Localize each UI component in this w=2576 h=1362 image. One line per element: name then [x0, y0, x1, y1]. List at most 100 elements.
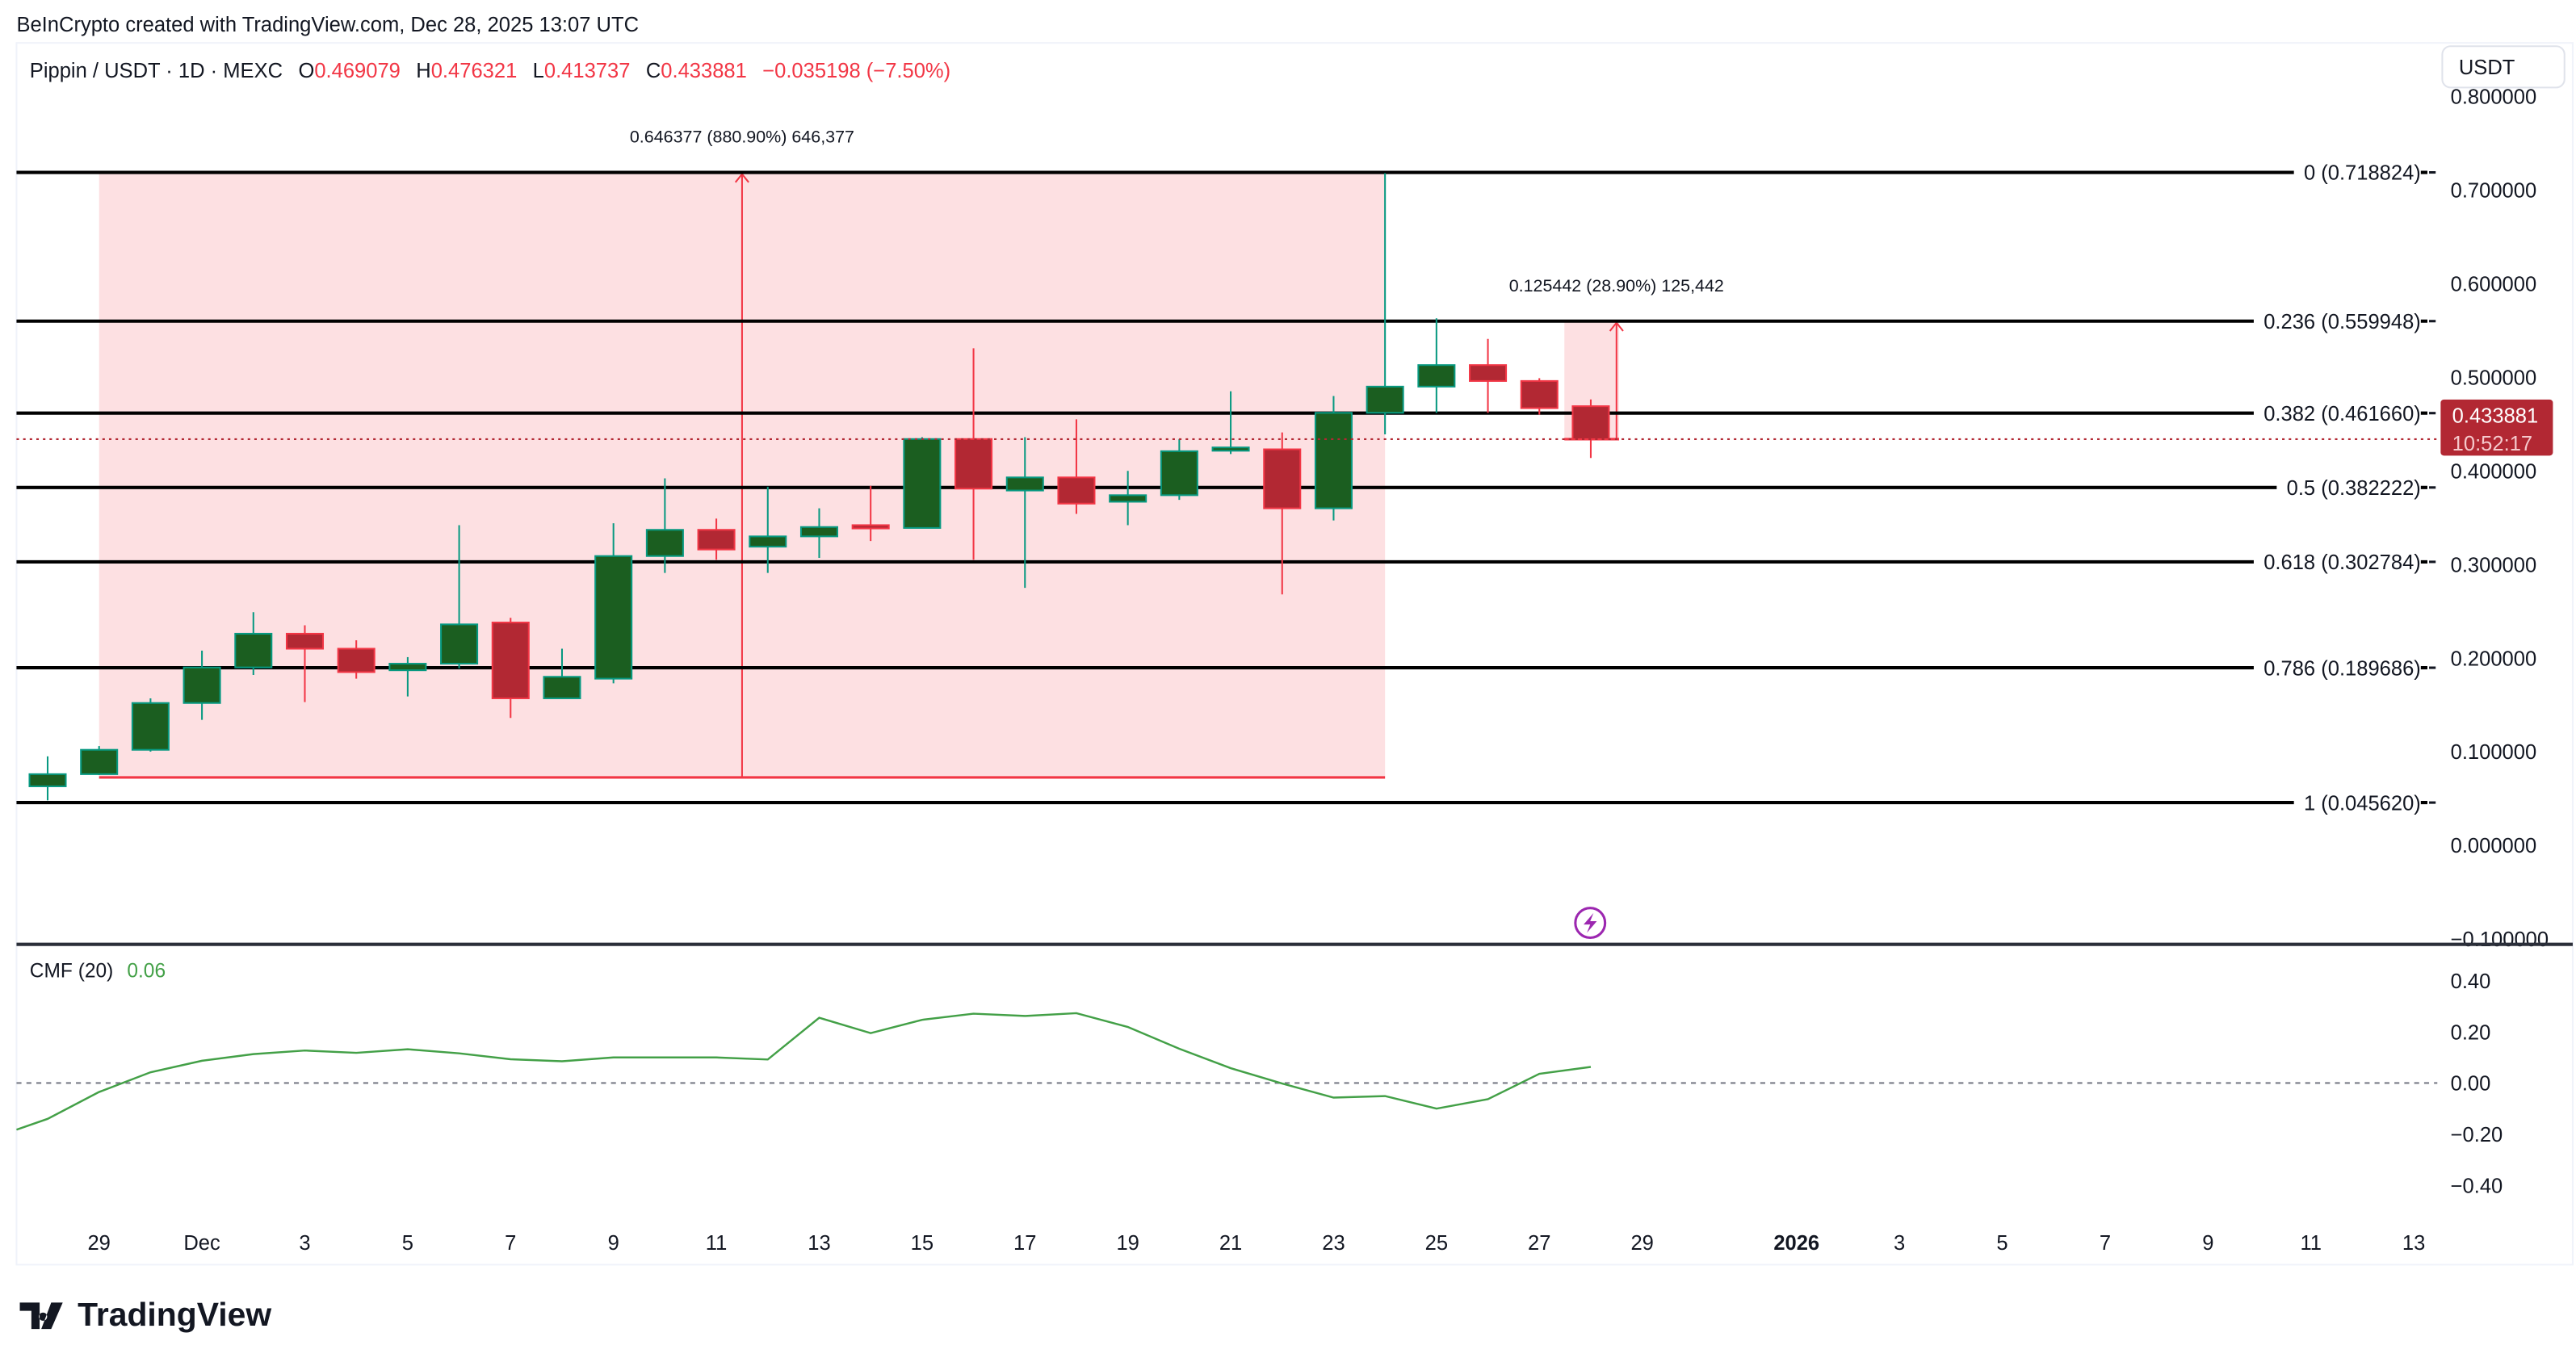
close-label: C: [646, 60, 661, 82]
time-tick-label: 15: [911, 1232, 933, 1255]
candle: [337, 640, 375, 679]
candle: [749, 486, 787, 573]
candle-body: [80, 748, 119, 775]
candle-body: [1211, 446, 1250, 452]
time-tick-label: 19: [1116, 1232, 1139, 1255]
candle: [645, 478, 684, 573]
fib-label-background: [2253, 556, 2421, 568]
price-axis[interactable]: 0.800000 0.700000 0.600000 0.500000 0.400000…: [2451, 86, 2549, 1198]
price-tick-label: 0.100000: [2451, 741, 2537, 764]
candle: [234, 612, 273, 675]
candle-body: [183, 666, 221, 704]
fib-level-label: 0.5 (0.382222): [2287, 477, 2421, 500]
candle: [954, 348, 993, 560]
candle: [1366, 173, 1404, 434]
candle: [388, 656, 427, 697]
candle: [697, 518, 736, 560]
fib-level-label: 0.236 (0.559948): [2263, 311, 2421, 333]
currency-button[interactable]: USDT: [2441, 45, 2566, 89]
tradingview-logo-icon: [19, 1302, 63, 1330]
price-tick-label: 0.000000: [2451, 835, 2537, 857]
time-tick-label: 27: [1528, 1232, 1550, 1255]
candle-body: [645, 529, 684, 557]
candle-body: [1571, 405, 1610, 440]
candle-body: [749, 535, 787, 548]
time-tick-label: Dec: [183, 1232, 220, 1255]
candle: [1571, 399, 1610, 459]
time-tick-label: 13: [2402, 1232, 2425, 1255]
cmf-line: [16, 1012, 1592, 1131]
candle-body: [1366, 385, 1404, 414]
candle-body: [285, 632, 325, 650]
open-label: O: [298, 60, 314, 82]
symbol-name: Pippin / USDT · 1D · MEXC: [30, 60, 283, 82]
price-tick-label: 0.500000: [2451, 367, 2537, 389]
open-value: 0.469079: [314, 60, 401, 82]
last-price-value: 0.433881: [2452, 404, 2539, 427]
candle: [28, 756, 67, 801]
time-tick-label: 17: [1013, 1232, 1036, 1255]
price-tick-label: 0.800000: [2451, 86, 2537, 109]
cmf-tick-label: 0.40: [2451, 970, 2491, 993]
arrow-up-icon: [734, 172, 749, 183]
candle-body: [1160, 450, 1198, 497]
candle-body: [440, 623, 479, 665]
candle: [1314, 396, 1353, 521]
candle-body: [594, 555, 633, 680]
price-tick-label: 0.700000: [2451, 180, 2537, 203]
candle-body: [1005, 476, 1044, 492]
candle: [851, 485, 890, 542]
time-tick-label: 21: [1219, 1232, 1242, 1255]
tradingview-logo-text: TradingView: [78, 1296, 271, 1333]
time-tick-label: 5: [402, 1232, 413, 1255]
cmf-tick-label: −0.20: [2451, 1124, 2503, 1146]
fib-level-label: 0.618 (0.302784): [2263, 551, 2421, 574]
fib-retracement[interactable]: 0 (0.718824) 0.236 (0.559948) 0.382 (0.461…: [16, 162, 2436, 815]
time-tick-label: 9: [608, 1232, 619, 1255]
high-label: H: [416, 60, 430, 82]
candle-body: [131, 702, 170, 751]
candle: [1417, 318, 1456, 413]
time-tick-label: 9: [2202, 1232, 2213, 1255]
time-tick-label: 7: [2100, 1232, 2111, 1255]
candle: [1520, 378, 1559, 415]
candle: [1469, 338, 1508, 413]
time-tick-label: 11: [2300, 1232, 2322, 1255]
candle-body: [1263, 448, 1302, 509]
time-axis[interactable]: 29 Dec 3 5 7 9 11 13 15 17 19 21 23 25 27 29 2026 3 5 7 9 11 1…: [87, 1232, 2425, 1255]
time-tick-label: 29: [87, 1232, 110, 1255]
candle: [1160, 438, 1198, 501]
high-value: 0.476321: [431, 60, 518, 82]
time-tick-label: 13: [808, 1232, 830, 1255]
candle-body: [799, 526, 838, 538]
candle-body: [28, 773, 67, 787]
fib-level-label: 0.382 (0.461660): [2263, 403, 2421, 425]
measure-label: 0.125442 (28.90%) 125,442: [1509, 276, 1724, 295]
time-tick-label: 25: [1425, 1232, 1448, 1255]
candle: [799, 508, 838, 559]
price-tick-label: −0.100000: [2451, 928, 2549, 951]
time-tick-label: 2026: [1773, 1232, 1819, 1255]
candle: [131, 698, 170, 752]
alert-icon[interactable]: [1574, 907, 1607, 940]
low-label: L: [533, 60, 544, 82]
cmf-value: 0.06: [127, 961, 166, 983]
candle-body: [1417, 364, 1456, 388]
symbol-legend: Pippin / USDT · 1D · MEXC O0.469079 H0.4…: [30, 60, 950, 82]
candle: [285, 625, 325, 702]
low-value: 0.413737: [544, 60, 631, 82]
candle-body: [234, 632, 273, 668]
currency-button-label: USDT: [2459, 57, 2515, 79]
candles-layer: [28, 173, 1610, 801]
candle-body: [903, 438, 942, 529]
fib-label-background: [2276, 482, 2421, 492]
candle: [543, 648, 581, 699]
bar-countdown: 10:52:17: [2452, 433, 2532, 455]
tradingview-logo: TradingView: [19, 1296, 271, 1333]
fib-label-background: [2253, 316, 2421, 326]
candle: [440, 525, 479, 668]
time-tick-label: 3: [299, 1232, 310, 1255]
candle: [1109, 471, 1147, 526]
